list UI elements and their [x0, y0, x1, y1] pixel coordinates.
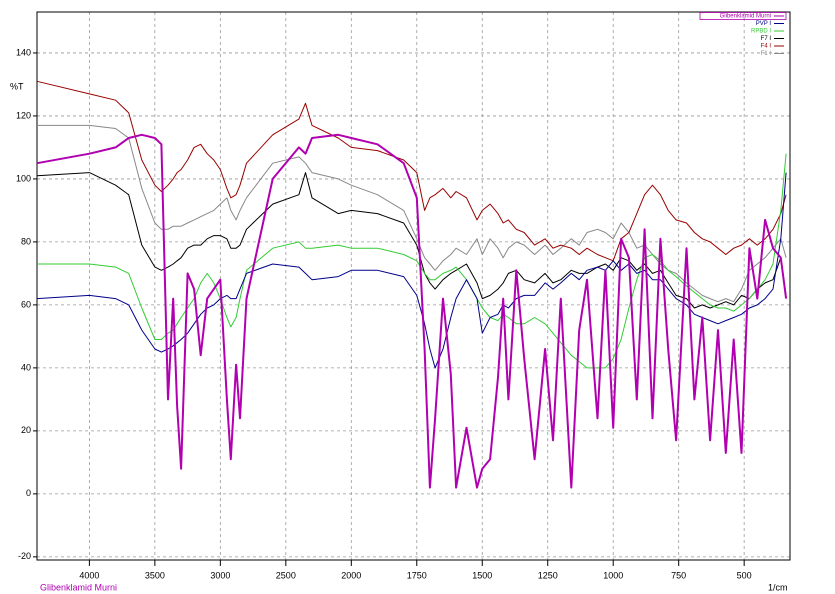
spectrum-line	[36, 172, 787, 369]
legend-label: F1 I	[761, 51, 772, 57]
plot-frame	[36, 11, 791, 561]
spectrum-line	[36, 80, 787, 262]
y-tick-label: 140	[16, 47, 31, 57]
y-tick-label: 120	[16, 110, 31, 120]
legend-label: PVP I	[756, 21, 772, 27]
y-tick-label: 100	[16, 173, 31, 183]
y-tick-label: -20	[18, 551, 31, 561]
x-tick-label: 500	[737, 570, 752, 580]
y-tick-label: 40	[21, 362, 31, 372]
x-axis-label: 1/cm	[768, 582, 788, 592]
x-tick-label: 3000	[210, 570, 230, 580]
spectrum-line	[36, 172, 787, 309]
y-axis-label: %T	[10, 81, 24, 91]
legend-label: F4 I	[761, 44, 772, 50]
legend-label: Glibenklamid Murni	[720, 14, 771, 20]
spectrum-line	[36, 133, 788, 489]
x-tick-label: 2000	[341, 570, 361, 580]
y-tick-label: 0	[26, 488, 31, 498]
x-tick-label: 1750	[407, 570, 427, 580]
x-tick-label: 2500	[276, 570, 296, 580]
x-tick-label: 1500	[472, 570, 492, 580]
x-tick-label: 1250	[538, 570, 558, 580]
x-tick-label: 750	[671, 570, 686, 580]
y-tick-label: 80	[21, 236, 31, 246]
x-tick-label: 4000	[79, 570, 99, 580]
legend-label: RPBD I	[751, 29, 771, 35]
y-tick-label: 20	[21, 425, 31, 435]
legend-label: F7 I	[761, 36, 772, 42]
x-tick-label: 3500	[145, 570, 165, 580]
x-tick-label: 1000	[603, 570, 623, 580]
footer-label: Glibenklamid Murni	[40, 582, 117, 592]
y-tick-label: 60	[21, 299, 31, 309]
legend-highlight	[699, 12, 787, 20]
